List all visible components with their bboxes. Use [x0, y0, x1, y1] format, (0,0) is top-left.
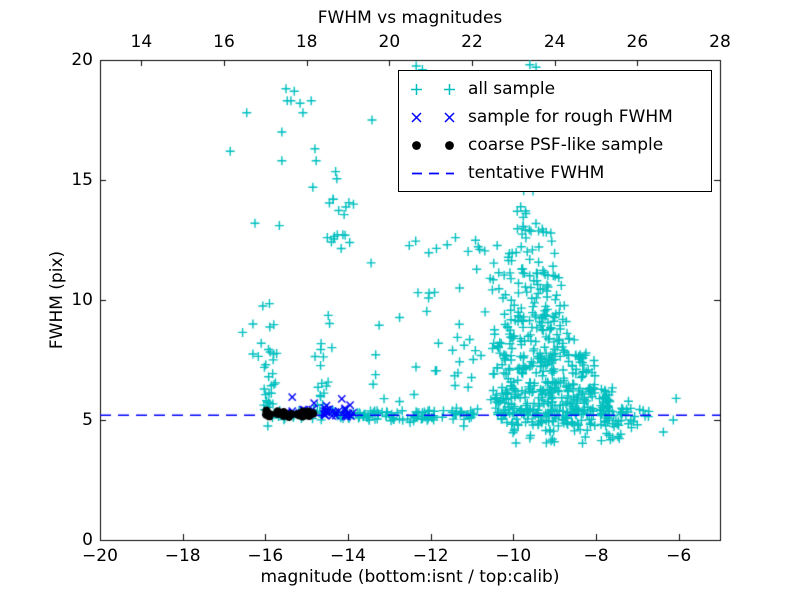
x-tick-label: −6 [666, 546, 692, 566]
legend-label: tentative FWHM [468, 163, 605, 183]
legend-item-all-sample: all sample [399, 75, 711, 103]
y-tick-label: 20 [71, 50, 93, 70]
legend-label: all sample [468, 79, 556, 99]
y-tick-label: 15 [71, 170, 93, 190]
x-axis-label: magnitude (bottom:isnt / top:calib) [260, 567, 560, 587]
x-tick-label: −20 [82, 546, 118, 566]
x-tick-label: −16 [247, 546, 284, 566]
top-tick-label: 16 [213, 32, 235, 52]
chart-title: FWHM vs magnitudes [317, 8, 503, 28]
top-tick-label: 26 [626, 32, 649, 52]
top-tick-label: 24 [543, 32, 566, 52]
top-tick-label: 22 [461, 32, 483, 52]
x-tick-label: −14 [330, 546, 366, 566]
legend-item-coarse-psf-like-sample: coarse PSF-like sample [399, 131, 711, 159]
legend-label: coarse PSF-like sample [468, 135, 664, 155]
y-tick-label: 0 [82, 530, 93, 550]
dot-marker-icon [410, 139, 456, 152]
dashed-line-marker-icon [410, 167, 456, 180]
x-tick-label: −18 [164, 546, 201, 566]
top-tick-label: 14 [130, 32, 153, 52]
legend: all sample sample for rough FWHM coarse PS… [398, 70, 712, 192]
legend-item-sample-for-rough-fwhm: sample for rough FWHM [399, 103, 711, 131]
y-tick-label: 5 [82, 410, 93, 430]
top-tick-label: 18 [295, 32, 318, 52]
legend-label: sample for rough FWHM [468, 107, 673, 127]
x-marker-icon [410, 111, 456, 124]
plus-marker-icon [410, 83, 456, 96]
x-tick-label: −12 [412, 546, 449, 566]
y-tick-label: 10 [71, 290, 93, 310]
top-tick-label: 28 [709, 32, 731, 52]
x-tick-label: −8 [583, 546, 609, 566]
x-tick-label: −10 [495, 546, 532, 566]
legend-item-tentative-fwhm: tentative FWHM [399, 159, 711, 187]
top-tick-label: 20 [378, 32, 401, 52]
